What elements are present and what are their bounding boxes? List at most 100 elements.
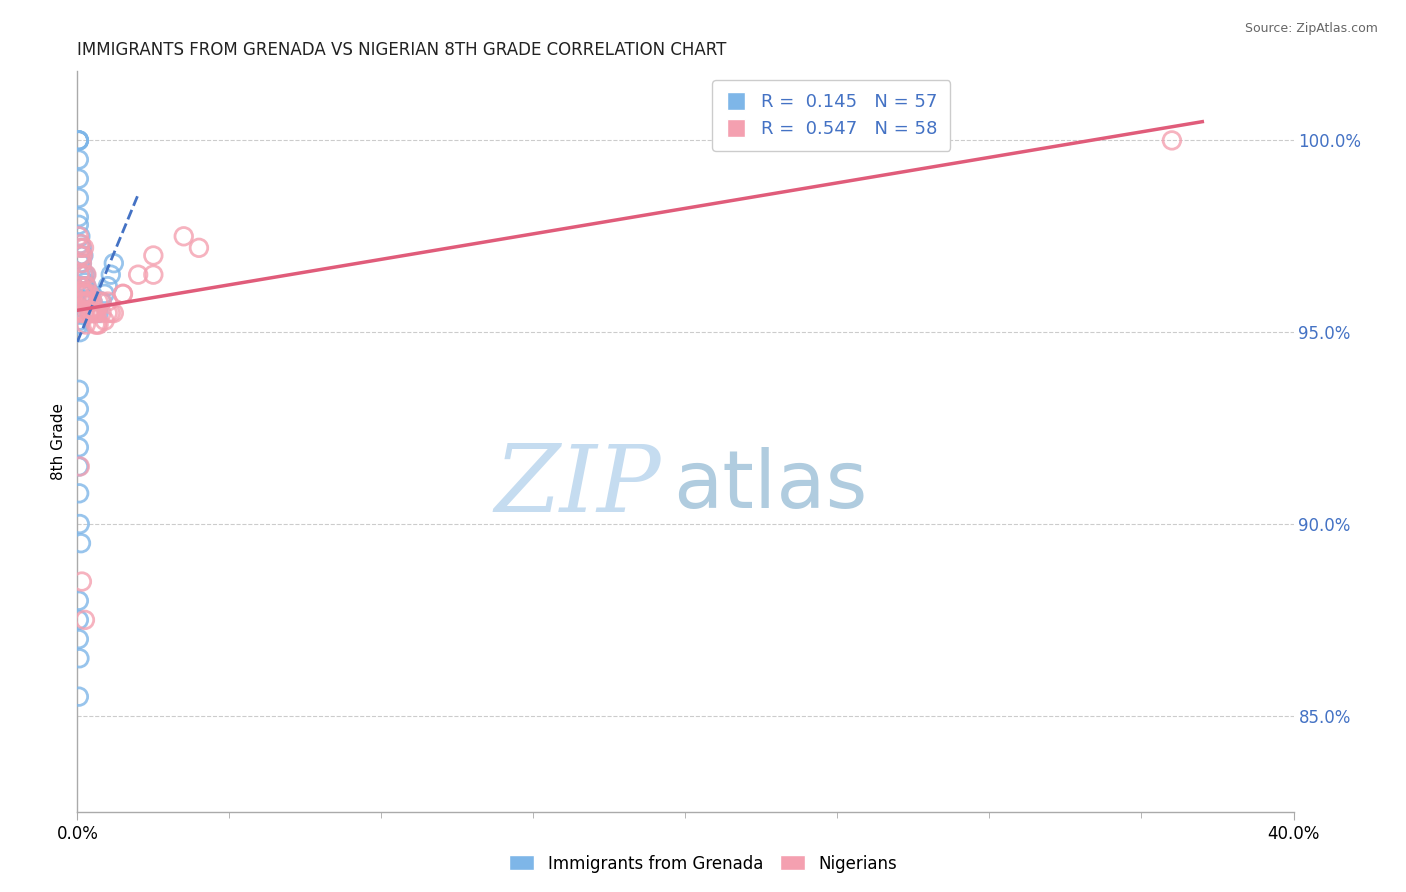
Point [82,294,104,309]
Point [70,574,93,589]
Point [67,306,90,320]
Point [82,306,104,320]
Point [93,286,115,301]
Point [69,256,91,270]
Point [103,306,125,320]
Point [69,268,91,282]
Point [77,294,100,309]
Point [83,306,105,320]
Point [103,256,125,270]
Point [69,516,91,531]
Point [70,536,93,550]
Point [84,318,107,332]
Point [75,286,97,301]
Point [97,279,120,293]
Point [67,218,90,232]
Point [69,651,91,665]
Point [69,279,91,293]
Point [69,248,91,262]
Point [80,306,103,320]
Point [87,294,110,309]
Point [72,294,94,309]
Point [79,306,101,320]
Point [67,486,90,500]
Point [67,133,90,147]
Point [67,286,90,301]
Point [84,306,107,320]
Point [67,632,90,646]
Point [69,325,91,339]
Point [72,286,94,301]
Point [67,401,90,416]
Point [67,383,90,397]
Point [82,294,104,309]
Point [69,459,91,474]
Point [72,268,94,282]
Point [93,314,115,328]
Point [100,268,122,282]
Point [70,256,93,270]
Point [1161,133,1184,147]
Point [86,318,108,332]
Legend: R =  0.145   N = 57, R =  0.547   N = 58: R = 0.145 N = 57, R = 0.547 N = 58 [713,80,950,151]
Point [73,613,96,627]
Point [67,229,90,244]
Point [82,306,104,320]
Point [70,306,93,320]
Point [67,459,90,474]
Point [76,294,98,309]
Point [72,248,94,262]
Point [67,421,90,435]
Point [142,268,165,282]
Point [84,306,107,320]
Point [75,318,97,332]
Point [67,153,90,167]
Point [69,279,91,293]
Point [73,241,96,255]
Point [69,314,91,328]
Point [70,306,93,320]
Point [73,276,96,290]
Point [87,318,110,332]
Point [79,286,101,301]
Point [70,256,93,270]
Point [67,133,90,147]
Point [77,306,100,320]
Point [79,306,101,320]
Point [72,248,94,262]
Point [75,294,97,309]
Point [67,210,90,224]
Point [67,133,90,147]
Point [67,593,90,607]
Point [73,279,96,293]
Point [79,294,101,309]
Text: Source: ZipAtlas.com: Source: ZipAtlas.com [1244,22,1378,36]
Point [127,268,149,282]
Point [90,306,112,320]
Point [100,306,122,320]
Point [75,268,97,282]
Point [97,306,120,320]
Point [70,241,93,255]
Point [72,286,94,301]
Point [67,690,90,704]
Point [67,191,90,205]
Point [69,237,91,252]
Text: ZIP: ZIP [495,441,661,531]
Point [69,248,91,262]
Point [72,286,94,301]
Point [70,294,93,309]
Point [173,229,195,244]
Point [142,248,165,262]
Point [188,241,211,255]
Point [72,268,94,282]
Point [70,294,93,309]
Legend: Immigrants from Grenada, Nigerians: Immigrants from Grenada, Nigerians [502,848,904,880]
Point [80,286,103,301]
Point [73,286,96,301]
Point [90,294,112,309]
Point [75,279,97,293]
Point [87,306,110,320]
Point [69,318,91,332]
Point [69,306,91,320]
